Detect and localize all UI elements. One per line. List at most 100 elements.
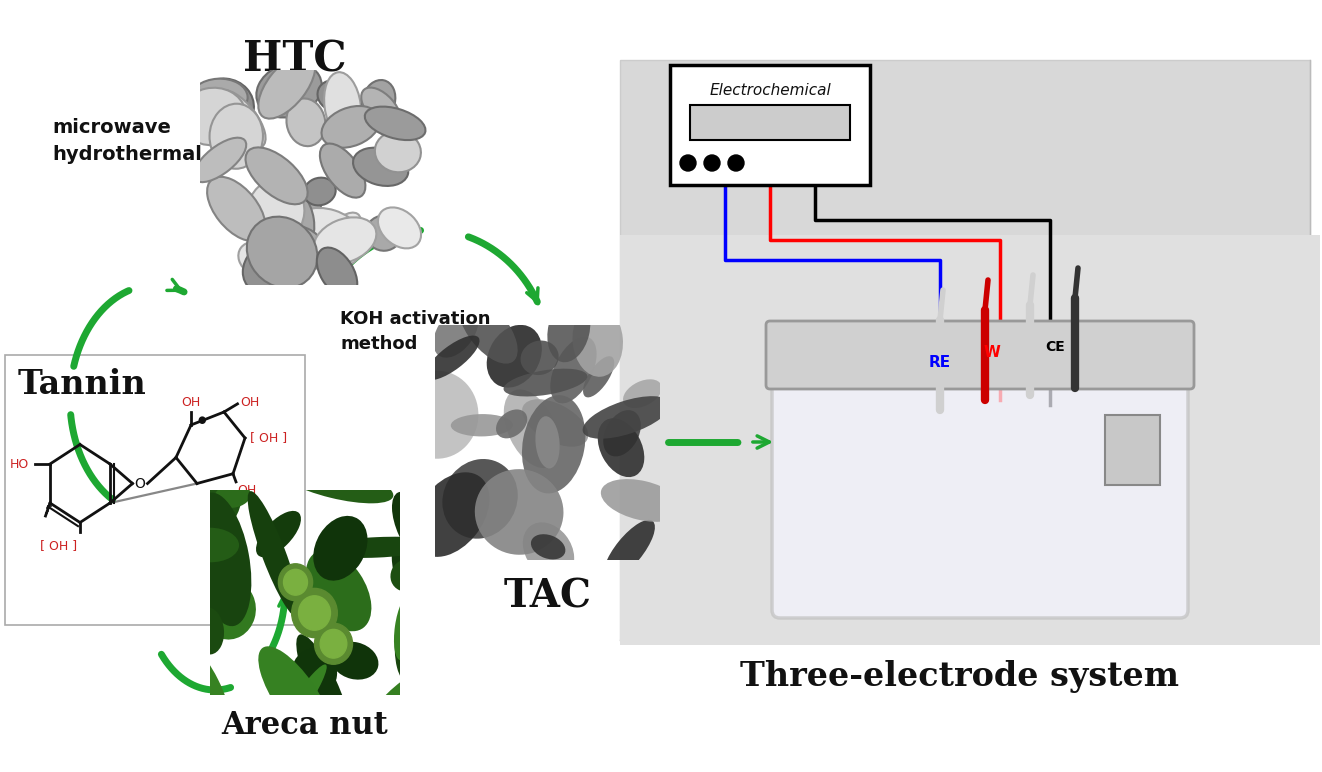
Ellipse shape [603, 410, 641, 456]
Ellipse shape [475, 469, 563, 555]
Ellipse shape [366, 215, 402, 251]
Ellipse shape [214, 484, 251, 508]
Ellipse shape [522, 523, 574, 579]
Ellipse shape [451, 414, 513, 436]
Text: CE: CE [1046, 340, 1066, 354]
Ellipse shape [324, 72, 361, 139]
Text: RE: RE [929, 355, 951, 370]
Ellipse shape [238, 242, 279, 277]
Ellipse shape [317, 80, 353, 112]
Ellipse shape [583, 356, 615, 398]
Ellipse shape [572, 304, 623, 377]
Ellipse shape [443, 459, 518, 539]
Ellipse shape [258, 646, 333, 747]
Ellipse shape [547, 297, 591, 362]
Ellipse shape [535, 416, 559, 469]
Ellipse shape [157, 631, 233, 756]
FancyBboxPatch shape [670, 65, 870, 185]
Ellipse shape [393, 492, 435, 563]
Ellipse shape [395, 371, 479, 459]
Circle shape [279, 564, 312, 601]
FancyBboxPatch shape [772, 372, 1188, 618]
Bar [620, 235, 1319, 645]
Text: Areca nut: Areca nut [222, 710, 389, 741]
Ellipse shape [210, 103, 263, 169]
Ellipse shape [256, 63, 321, 117]
Ellipse shape [247, 217, 317, 288]
Ellipse shape [180, 88, 246, 145]
Ellipse shape [247, 180, 304, 243]
Ellipse shape [317, 248, 357, 297]
Ellipse shape [268, 665, 327, 750]
Text: [ OH ]: [ OH ] [250, 432, 287, 445]
Ellipse shape [315, 537, 440, 558]
Ellipse shape [270, 188, 315, 256]
Circle shape [320, 629, 346, 658]
Text: TAC: TAC [504, 578, 592, 616]
Text: OH: OH [181, 396, 201, 408]
Ellipse shape [395, 585, 434, 684]
Ellipse shape [305, 550, 371, 631]
Ellipse shape [353, 147, 408, 186]
Ellipse shape [208, 177, 266, 241]
Ellipse shape [600, 479, 682, 522]
Circle shape [299, 596, 330, 630]
Ellipse shape [434, 306, 479, 357]
Text: HTC: HTC [243, 38, 346, 80]
Ellipse shape [193, 79, 254, 135]
Ellipse shape [251, 225, 299, 286]
Circle shape [292, 588, 337, 638]
Ellipse shape [362, 80, 395, 122]
Ellipse shape [583, 396, 670, 438]
Ellipse shape [274, 460, 394, 503]
Circle shape [283, 569, 308, 595]
Ellipse shape [486, 325, 542, 388]
Ellipse shape [373, 655, 464, 721]
Ellipse shape [296, 635, 350, 741]
Ellipse shape [361, 87, 401, 128]
Bar [690, 105, 850, 140]
Ellipse shape [320, 144, 365, 198]
Ellipse shape [181, 528, 239, 562]
Circle shape [705, 155, 720, 171]
Ellipse shape [603, 520, 654, 581]
Ellipse shape [282, 191, 321, 245]
Text: ●: ● [197, 415, 206, 425]
Ellipse shape [215, 90, 266, 148]
Ellipse shape [394, 595, 416, 660]
Ellipse shape [313, 516, 368, 581]
Ellipse shape [180, 467, 243, 545]
Ellipse shape [598, 418, 644, 477]
Ellipse shape [189, 79, 247, 118]
Ellipse shape [193, 608, 223, 655]
Ellipse shape [193, 137, 246, 182]
Ellipse shape [246, 147, 308, 205]
Ellipse shape [192, 493, 251, 626]
Text: KOH activation
method: KOH activation method [340, 310, 490, 353]
Ellipse shape [375, 131, 420, 172]
Ellipse shape [330, 642, 378, 679]
Ellipse shape [149, 471, 247, 567]
Ellipse shape [522, 395, 586, 493]
Ellipse shape [550, 337, 596, 404]
Ellipse shape [391, 537, 410, 594]
Ellipse shape [412, 472, 489, 557]
Ellipse shape [378, 208, 422, 249]
Text: Three-electrode system: Three-electrode system [740, 660, 1179, 693]
Ellipse shape [504, 389, 559, 468]
Circle shape [315, 623, 353, 664]
Ellipse shape [313, 212, 361, 270]
Text: W: W [984, 345, 1001, 360]
Ellipse shape [623, 379, 662, 408]
Ellipse shape [249, 225, 323, 279]
Bar [5, 355, 305, 625]
Ellipse shape [531, 534, 566, 560]
Text: O: O [135, 476, 145, 490]
Text: OH: OH [241, 396, 259, 408]
Ellipse shape [424, 336, 480, 380]
Ellipse shape [258, 54, 315, 119]
Ellipse shape [313, 218, 377, 264]
Circle shape [728, 155, 744, 171]
Text: Tannin: Tannin [19, 368, 147, 401]
Text: microwave
hydrothermal: microwave hydrothermal [52, 118, 202, 164]
